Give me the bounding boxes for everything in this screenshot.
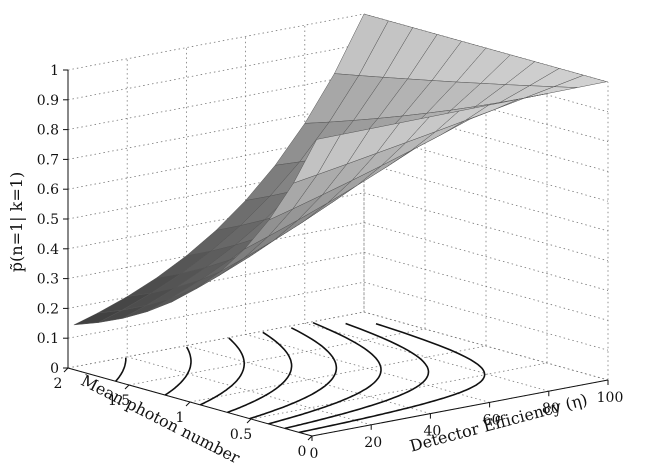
grid-line-y [189,48,487,403]
x-tick-label: 40 [423,424,441,440]
y-tick-mark [307,435,313,441]
grid-line-z [67,13,609,83]
contour-line [164,346,192,396]
contour-line [268,321,382,425]
z-tick-label: 0.4 [37,242,59,258]
grid-line-z [67,102,609,172]
x-axis-line [311,379,609,437]
contour-line [298,322,486,434]
z-tick-label: 1 [50,63,59,79]
z-tick-label: 0.9 [37,93,59,109]
y-tick-label: 0 [298,444,307,460]
contour-lines [115,321,486,434]
grid-line-x [185,47,431,414]
x-tick-label: 60 [483,412,501,428]
y-tick-label: 1 [176,410,185,426]
y-tick-mark [63,367,69,373]
y-tick-label: 1.5 [108,393,130,409]
surface-patch [292,134,341,184]
grid-line-z [67,281,609,351]
z-tick-label: 0 [50,361,59,377]
tick-labels: 00.10.20.30.40.50.60.70.80.9100.511.5202… [37,63,624,462]
y-axis-label: Mean photon number [78,371,243,468]
x-tick-label: 0 [310,446,319,462]
surface-mesh [73,13,607,326]
grid-line-z [67,43,609,113]
grid-line-x [363,14,609,381]
z-tick-label: 0.8 [37,123,59,139]
grid-lines [67,13,609,437]
x-tick-label: 100 [597,390,624,406]
z-axis-label: p̃(n=1| k=1) [7,172,26,272]
z-tick-label: 0.2 [37,301,59,317]
contour-line [249,327,338,420]
grid-line-x [304,25,549,392]
grid-line-z [67,132,609,202]
z-tick-label: 0.1 [37,331,59,347]
grid-line-y [250,65,548,420]
grid-line-z [67,162,609,232]
y-tick-label: 0.5 [230,427,252,443]
z-tick-label: 0.3 [37,272,59,288]
x-tick-label: 20 [364,435,382,451]
y-tick-mark [246,418,252,424]
x-tick-label: 80 [542,401,560,417]
grid-line-x [126,58,372,426]
y-tick-label: 2 [54,376,63,392]
z-tick-label: 0.6 [37,182,59,198]
grid-line-z [67,73,609,142]
y-tick-mark [185,401,191,407]
grid-line-z [67,222,609,291]
z-tick-label: 0.5 [37,212,59,228]
contour-line [115,357,127,382]
contour-line [199,337,245,406]
grid-line-z [67,192,609,262]
contour-line [227,331,293,414]
grid-line-z [67,311,609,381]
z-tick-label: 0.7 [37,152,59,168]
y-tick-mark [124,384,130,390]
contour-line [284,322,430,430]
